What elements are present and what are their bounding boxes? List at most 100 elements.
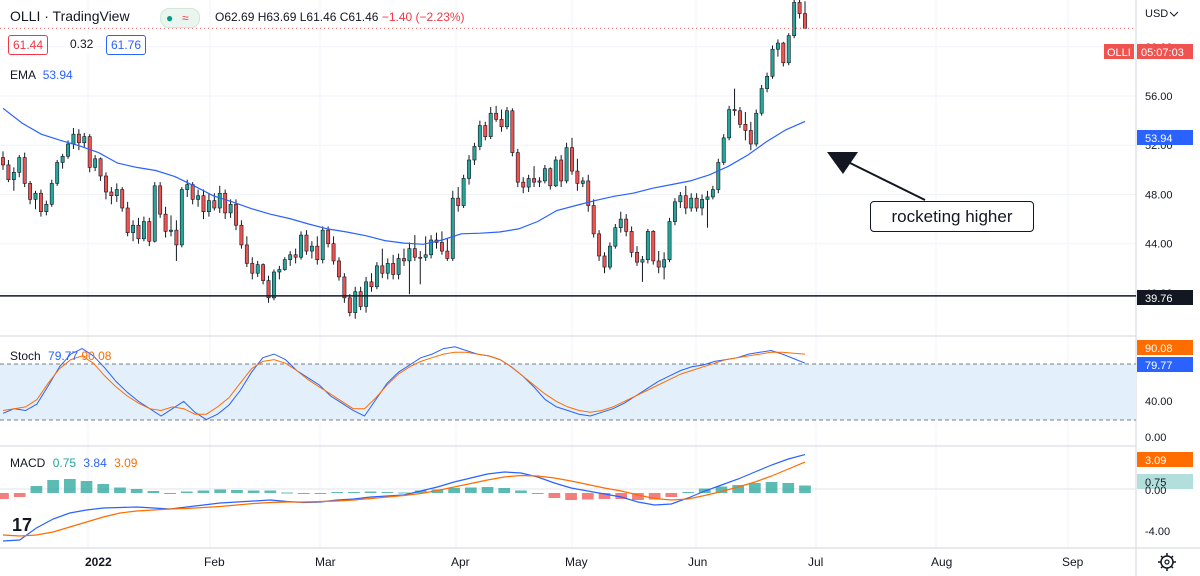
- candle-body: [125, 207, 130, 233]
- time-label-aug: Aug: [931, 555, 952, 569]
- candle-body: [385, 263, 390, 274]
- candle-body: [391, 263, 396, 275]
- macd-histogram-bar: [164, 493, 176, 494]
- macd-signal-line: [2, 461, 806, 537]
- currency-chevron-icon[interactable]: [1169, 11, 1179, 17]
- candle-body: [33, 192, 38, 200]
- ema-legend[interactable]: EMA 53.94: [10, 68, 73, 82]
- macd-histogram-bar: [331, 492, 344, 493]
- stoch-k-tag-text: 79.77: [1145, 360, 1173, 372]
- candle-body: [727, 109, 732, 139]
- candle-body: [320, 229, 325, 260]
- candle-body: [396, 258, 401, 275]
- candle-body: [450, 197, 455, 259]
- macd-histogram-bar: [97, 484, 110, 493]
- macd-histogram-bar: [782, 483, 795, 493]
- candle-body: [418, 256, 423, 259]
- candle-body: [342, 276, 347, 299]
- candle-body: [196, 195, 201, 200]
- settings-gear-icon[interactable]: [1158, 553, 1176, 571]
- candle-body: [152, 185, 157, 242]
- price-tick-label: 48.00: [1145, 189, 1173, 201]
- candle-body: [315, 245, 320, 260]
- candle-body: [775, 42, 780, 50]
- candle-body: [559, 159, 564, 182]
- candle-body: [537, 180, 542, 183]
- candle-body: [716, 162, 721, 190]
- macd-hist-tag: [1137, 474, 1193, 489]
- candle-body: [277, 269, 282, 273]
- macd-legend-v1: 0.75: [52, 456, 77, 470]
- candle-body: [163, 213, 168, 232]
- macd-histogram-bar: [448, 488, 460, 493]
- macd-histogram-bar: [565, 493, 577, 500]
- candle-body: [174, 229, 179, 246]
- time-label-apr: Apr: [451, 555, 470, 569]
- macd-histogram-bar: [214, 489, 227, 493]
- candle-body: [651, 231, 656, 262]
- macd-histogram-bar: [314, 493, 327, 494]
- candle-body: [732, 109, 737, 112]
- stoch-d-tag-text: 90.08: [1145, 343, 1173, 355]
- stoch-k-tag: [1137, 357, 1193, 372]
- candle-body: [212, 200, 217, 209]
- candle-body: [66, 143, 70, 157]
- macd-histogram-bar: [765, 482, 778, 493]
- macd-histogram-bar: [63, 479, 76, 493]
- macd-histogram-bar: [615, 493, 628, 499]
- macd-histogram-bar: [281, 492, 293, 494]
- macd-legend-label: MACD: [10, 456, 46, 470]
- candle-body: [656, 260, 661, 268]
- candle-body: [39, 192, 43, 212]
- macd-legend[interactable]: MACD 0.75 3.84 3.09: [10, 456, 137, 470]
- macd-histogram-bar: [0, 493, 9, 499]
- macd-histogram-bar: [632, 493, 644, 500]
- candle-body: [515, 152, 520, 183]
- candle-body: [607, 245, 612, 268]
- macd-histogram-bar: [648, 493, 661, 500]
- candle-body: [754, 112, 759, 145]
- market-status-pill[interactable]: ● ≈: [160, 8, 200, 28]
- macd-histogram-bar: [749, 483, 761, 493]
- candle-body: [738, 110, 742, 125]
- candle-body: [467, 159, 471, 179]
- annotation-callout[interactable]: rocketing higher: [870, 201, 1034, 232]
- time-axis[interactable]: 2022 Feb Mar Apr May Jun Jul Aug Sep: [85, 555, 1084, 569]
- candle-body: [629, 231, 634, 253]
- candle-body: [244, 244, 249, 264]
- stoch-legend[interactable]: Stoch 79.77 90.08: [10, 349, 111, 363]
- bid-price[interactable]: 61.44: [8, 35, 49, 55]
- macd-tick-neg4: -4.00: [1145, 526, 1170, 538]
- ask-price[interactable]: 61.76: [106, 35, 147, 55]
- macd-histogram-bar: [130, 489, 143, 493]
- tradingview-logo-icon[interactable]: 17: [12, 515, 33, 535]
- candle-body: [586, 180, 591, 206]
- candle-body: [272, 271, 276, 299]
- candle-body: [521, 181, 526, 188]
- currency-label[interactable]: USD: [1145, 8, 1168, 20]
- symbol-title[interactable]: OLLI · TradingView: [10, 8, 130, 24]
- price-tick-label: 44.00: [1145, 239, 1173, 251]
- candle-body: [765, 76, 769, 89]
- time-label-sep: Sep: [1062, 555, 1084, 569]
- candle-body: [266, 280, 271, 299]
- candle-body: [591, 205, 596, 235]
- candle-body: [548, 168, 553, 187]
- macd-histogram-bar: [598, 493, 611, 499]
- candle-body: [190, 184, 195, 200]
- stoch-band-fill: [0, 364, 1136, 420]
- candle-body: [326, 229, 331, 244]
- candle-body: [781, 42, 786, 64]
- macd-legend-v3: 3.09: [114, 456, 138, 470]
- macd-histogram-bar: [231, 490, 243, 493]
- candle-body: [429, 239, 434, 256]
- candle-body: [131, 224, 135, 233]
- last-price-tag: [1137, 44, 1193, 59]
- candle-body: [402, 258, 406, 262]
- candle-body: [228, 204, 233, 214]
- candle-body: [141, 221, 146, 240]
- candle-body: [179, 189, 184, 246]
- candle-body: [17, 157, 22, 173]
- candle-body: [440, 242, 444, 252]
